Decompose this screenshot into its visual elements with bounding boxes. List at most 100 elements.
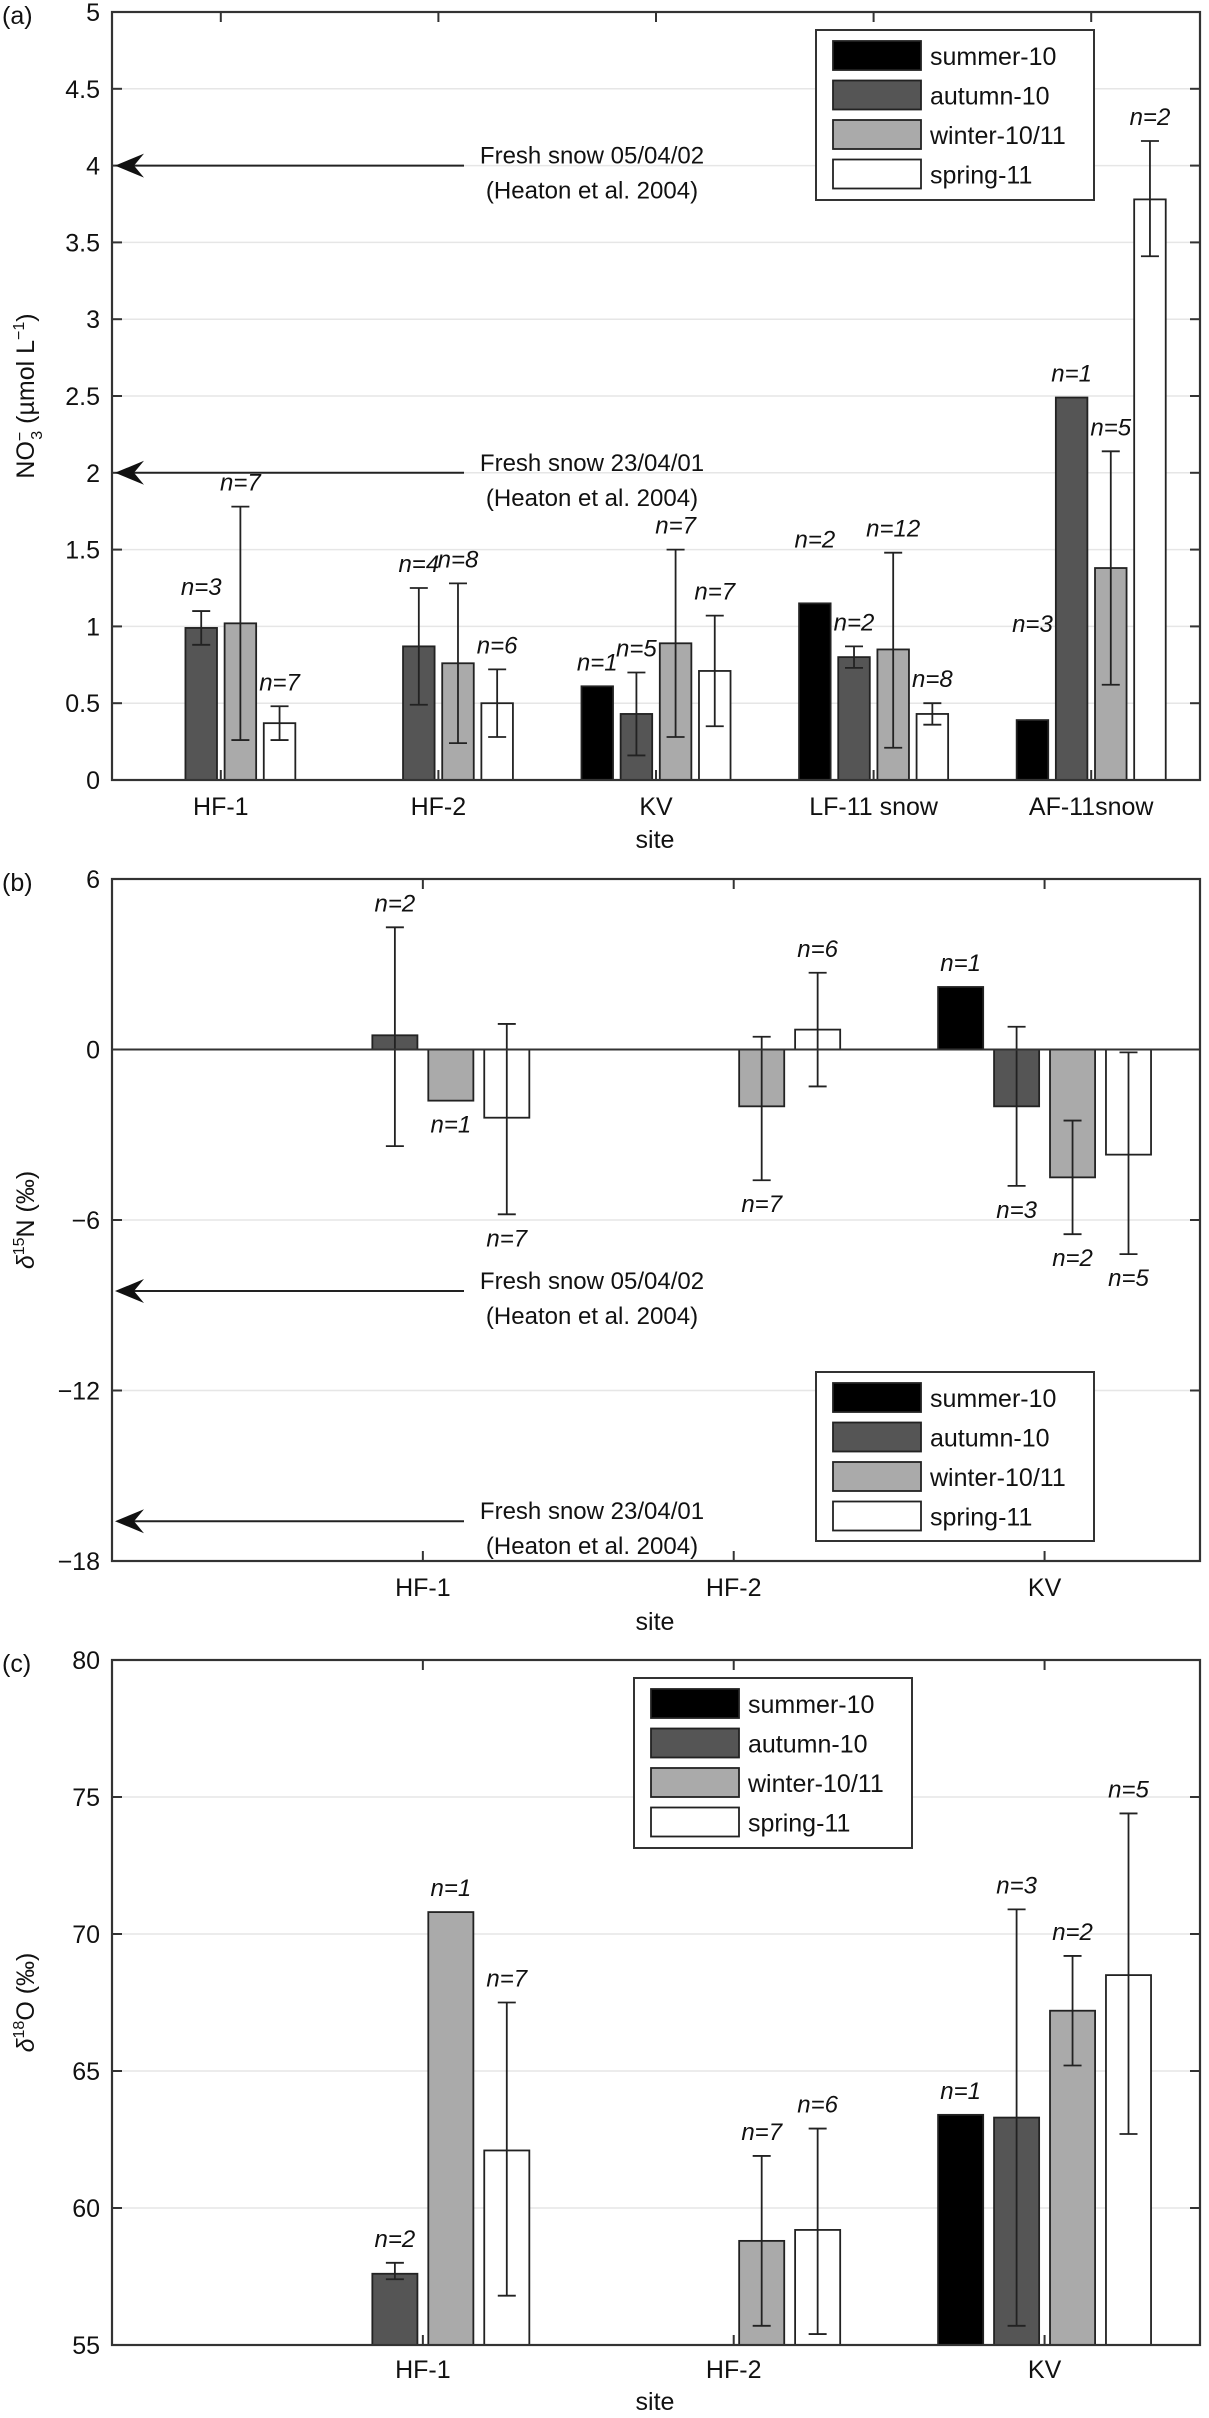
sample-size-label: n=8 xyxy=(912,666,953,693)
x-tick-label: AF-11snow xyxy=(1029,793,1155,821)
y-tick-label: 55 xyxy=(72,2332,100,2360)
ylabel-sup: − xyxy=(12,432,29,441)
legend-swatch xyxy=(832,1500,922,1532)
sample-size-label: n=1 xyxy=(1051,361,1092,388)
reference-arrow: Fresh snow 05/04/02 (Heaton et al. 2004) xyxy=(115,143,704,205)
sample-size-label: n=3 xyxy=(181,574,222,601)
legend: summer-10 autumn-10 winter-10/11 spring-11 xyxy=(633,1677,913,1849)
y-tick-label: 75 xyxy=(72,1784,100,1812)
y-tick-label: 1 xyxy=(86,613,100,641)
error-bar xyxy=(1119,1051,1138,1255)
x-tick-label: LF-11 snow xyxy=(809,793,939,821)
error-bar xyxy=(666,548,685,738)
y-tick-label: 60 xyxy=(72,2195,100,2223)
bar-winter-10-11-HF-1 xyxy=(427,1911,475,2346)
panel-label: (c) xyxy=(2,1650,31,1678)
legend-swatch xyxy=(650,1767,740,1798)
sample-size-label: n=2 xyxy=(1052,1919,1093,1946)
legend-swatch xyxy=(650,1727,740,1759)
bar-winter-10-11-HF-1 xyxy=(427,1048,475,1102)
sample-size-label: n=5 xyxy=(1108,1776,1149,1803)
legend-label: summer-10 xyxy=(748,1691,874,1719)
ylabel-main: NO xyxy=(12,441,40,479)
y-tick-label: 4 xyxy=(86,153,100,181)
bar-spring-11-AF-11snow xyxy=(1133,198,1167,781)
arrow-head-icon xyxy=(115,1279,144,1304)
sample-size-label: n=4 xyxy=(398,551,439,578)
ylabel-sup2: −1 xyxy=(11,322,28,340)
legend-swatch xyxy=(832,79,922,111)
sample-size-label: n=7 xyxy=(694,579,736,606)
x-tick-label: KV xyxy=(1028,1574,1062,1602)
sample-size-label: n=5 xyxy=(1108,1265,1149,1292)
ylabel-main: δ xyxy=(12,2037,40,2052)
y-tick-label: 1.5 xyxy=(65,537,100,565)
legend-label: spring-11 xyxy=(930,162,1032,190)
sample-size-label: n=2 xyxy=(1052,1245,1093,1272)
error-bar xyxy=(752,1035,771,1182)
legend-label: winter-10/11 xyxy=(929,1464,1066,1492)
bar-summer-10-KV xyxy=(580,685,614,781)
error-bar xyxy=(409,587,428,706)
annotation-line-1: Fresh snow 05/04/02 xyxy=(480,1268,704,1295)
error-bar xyxy=(845,645,864,669)
legend-label: spring-11 xyxy=(930,1504,1032,1532)
y-tick-label: 70 xyxy=(72,1921,100,1949)
error-bar xyxy=(808,971,827,1088)
error-bar xyxy=(1101,450,1120,686)
error-bar xyxy=(923,702,942,726)
sample-size-label: n=12 xyxy=(866,516,920,543)
error-bar xyxy=(385,926,404,1148)
y-tick-label: 3 xyxy=(86,306,100,334)
x-tick-label: HF-2 xyxy=(411,793,467,821)
y-tick-label: 0.5 xyxy=(65,690,100,718)
sample-size-label: n=2 xyxy=(834,609,875,636)
y-tick-label: 2.5 xyxy=(65,383,100,411)
sample-size-label: n=1 xyxy=(430,1112,471,1139)
x-tick-label: HF-1 xyxy=(193,793,249,821)
bar-summer-10-LF-11-snow xyxy=(798,602,832,781)
legend-label: autumn-10 xyxy=(930,1425,1050,1453)
sample-size-label: n=7 xyxy=(741,2119,783,2146)
legend-swatch xyxy=(832,119,922,150)
reference-arrow: Fresh snow 05/04/02 (Heaton et al. 2004) xyxy=(115,1268,704,1330)
legend-swatch xyxy=(832,1382,922,1413)
y-axis-title: δ15N (‰) xyxy=(11,1171,40,1269)
panel-c: n=1 n=2 n=3 n=1 n=7 n=2 n=7 n=6 n=5 55 60 65 70 75 80 H… xyxy=(2,1647,1202,2416)
sample-size-label: n=6 xyxy=(797,936,838,963)
reference-arrow: Fresh snow 23/04/01 (Heaton et al. 2004) xyxy=(115,450,704,512)
y-tick-label: 65 xyxy=(72,2058,100,2086)
y-tick-label: −6 xyxy=(71,1207,100,1235)
sample-size-label: n=5 xyxy=(616,635,657,662)
sample-size-label: n=7 xyxy=(486,1225,528,1252)
error-bar xyxy=(497,2001,516,2297)
error-bar xyxy=(1007,1025,1026,1187)
x-tick-label: HF-2 xyxy=(706,1574,762,1602)
sample-size-label: n=2 xyxy=(375,2226,416,2253)
panel-label: (b) xyxy=(2,869,33,897)
sample-size-label: n=8 xyxy=(438,546,479,573)
ylabel-main: δ xyxy=(12,1254,40,1269)
x-tick-label: HF-2 xyxy=(706,2356,762,2384)
reference-arrow: Fresh snow 23/04/01 (Heaton et al. 2004) xyxy=(115,1498,704,1560)
sample-size-label: n=1 xyxy=(577,649,618,676)
sample-size-label: n=5 xyxy=(1090,414,1131,441)
panel-a: n=1 n=2 n=3 n=3 n=4 n=5 n=2 n=1 n=7 n=8 n=7 n=12 n=5… xyxy=(2,0,1202,854)
error-bar xyxy=(488,668,507,738)
x-axis-title: site xyxy=(636,2388,675,2416)
sample-size-label: n=6 xyxy=(477,632,518,659)
bar-summer-10-KV xyxy=(937,2113,985,2346)
ylabel-rest: N (‰) xyxy=(12,1171,40,1238)
bar-autumn-10-HF-1 xyxy=(371,2272,419,2346)
ylabel-rest: O (‰) xyxy=(12,1953,40,2021)
x-tick-label: KV xyxy=(639,793,673,821)
bar-autumn-10-LF-11-snow xyxy=(837,656,871,781)
arrow-head-icon xyxy=(115,153,144,178)
sample-size-label: n=7 xyxy=(486,1966,528,1993)
ylabel-rest: (µmol L xyxy=(12,340,40,431)
legend-label: winter-10/11 xyxy=(747,1770,884,1798)
legend-swatch xyxy=(832,40,922,71)
panel-b: n=1 n=2 n=3 n=1 n=7 n=2 n=7 n=6 n=5 −18 −12 −6 0 6 HF-… xyxy=(2,866,1202,1636)
arrow-head-icon xyxy=(115,1509,144,1534)
